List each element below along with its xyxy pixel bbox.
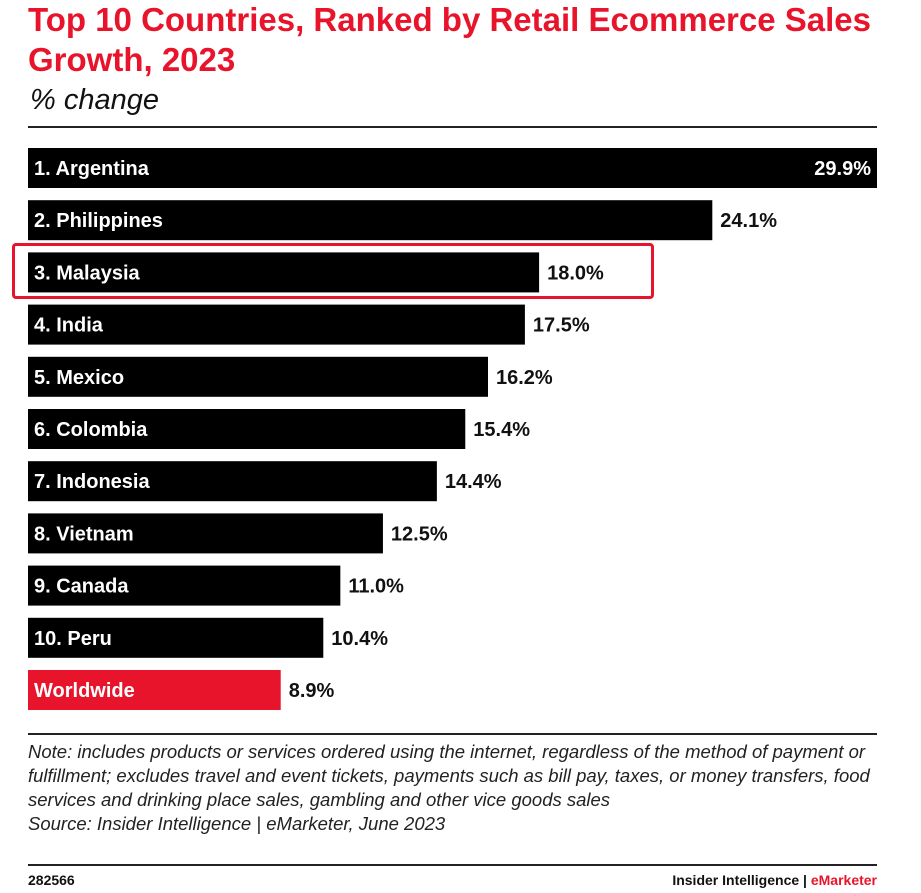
chart-source: Source: Insider Intelligence | eMarketer… bbox=[28, 813, 446, 834]
bar-label-6: 7. Indonesia bbox=[34, 471, 150, 493]
bar-1 bbox=[28, 200, 713, 241]
bar-label-3: 4. India bbox=[34, 315, 104, 337]
bar-value-9: 10.4% bbox=[331, 628, 388, 650]
brand-right: eMarketer bbox=[810, 872, 877, 888]
bar-6 bbox=[28, 461, 437, 502]
bar-value-0: 29.9% bbox=[814, 158, 871, 180]
bar-5 bbox=[28, 409, 466, 449]
bar-label-9: 10. Peru bbox=[34, 628, 112, 650]
top-divider bbox=[28, 126, 877, 128]
chart-note: Note: includes products or services orde… bbox=[28, 741, 870, 810]
bar-label-2: 3. Malaysia bbox=[34, 262, 141, 284]
bar-label-7: 8. Vietnam bbox=[34, 523, 134, 545]
footer-divider bbox=[28, 864, 877, 866]
bar-label-8: 9. Canada bbox=[34, 576, 129, 598]
bar-10 bbox=[28, 670, 281, 710]
chart-title: Top 10 Countries, Ranked by Retail Ecomm… bbox=[28, 1, 872, 78]
chart-id: 282566 bbox=[28, 872, 75, 888]
bar-7 bbox=[28, 513, 383, 554]
malaysia-callout-box bbox=[12, 243, 654, 299]
bar-value-8: 11.0% bbox=[348, 576, 404, 598]
bar-label-10: Worldwide bbox=[34, 680, 135, 702]
brand-label: Insider Intelligence | eMarketer bbox=[672, 872, 877, 888]
bar-label-1: 2. Philippines bbox=[34, 210, 163, 232]
bar-9 bbox=[28, 617, 324, 658]
bar-value-10: 8.9% bbox=[289, 680, 335, 702]
bar-value-4: 16.2% bbox=[496, 367, 553, 389]
bar-chart: 1. Argentina 29.9% 2. Philippines 24.1% 3. M… bbox=[28, 148, 877, 710]
bar-value-6: 14.4% bbox=[445, 471, 502, 493]
bar-value-2: 18.0% bbox=[547, 262, 604, 284]
bar-3 bbox=[28, 304, 525, 345]
bar-value-1: 24.1% bbox=[720, 210, 777, 232]
bar-value-5: 15.4% bbox=[473, 419, 530, 441]
chart-note-block: Note: includes products or services orde… bbox=[28, 740, 878, 836]
note-divider bbox=[28, 733, 877, 735]
bar-value-7: 12.5% bbox=[391, 523, 448, 545]
chart-subtitle: % change bbox=[30, 84, 159, 116]
bar-8 bbox=[28, 565, 341, 606]
bar-label-0: 1. Argentina bbox=[34, 158, 150, 180]
bar-2 bbox=[28, 252, 540, 293]
brand-left: Insider Intelligence | bbox=[672, 872, 811, 888]
bar-0 bbox=[28, 148, 877, 188]
bar-label-5: 6. Colombia bbox=[34, 419, 148, 441]
bar-label-4: 5. Mexico bbox=[34, 367, 124, 389]
bar-value-3: 17.5% bbox=[533, 315, 590, 337]
bar-4 bbox=[28, 356, 488, 397]
